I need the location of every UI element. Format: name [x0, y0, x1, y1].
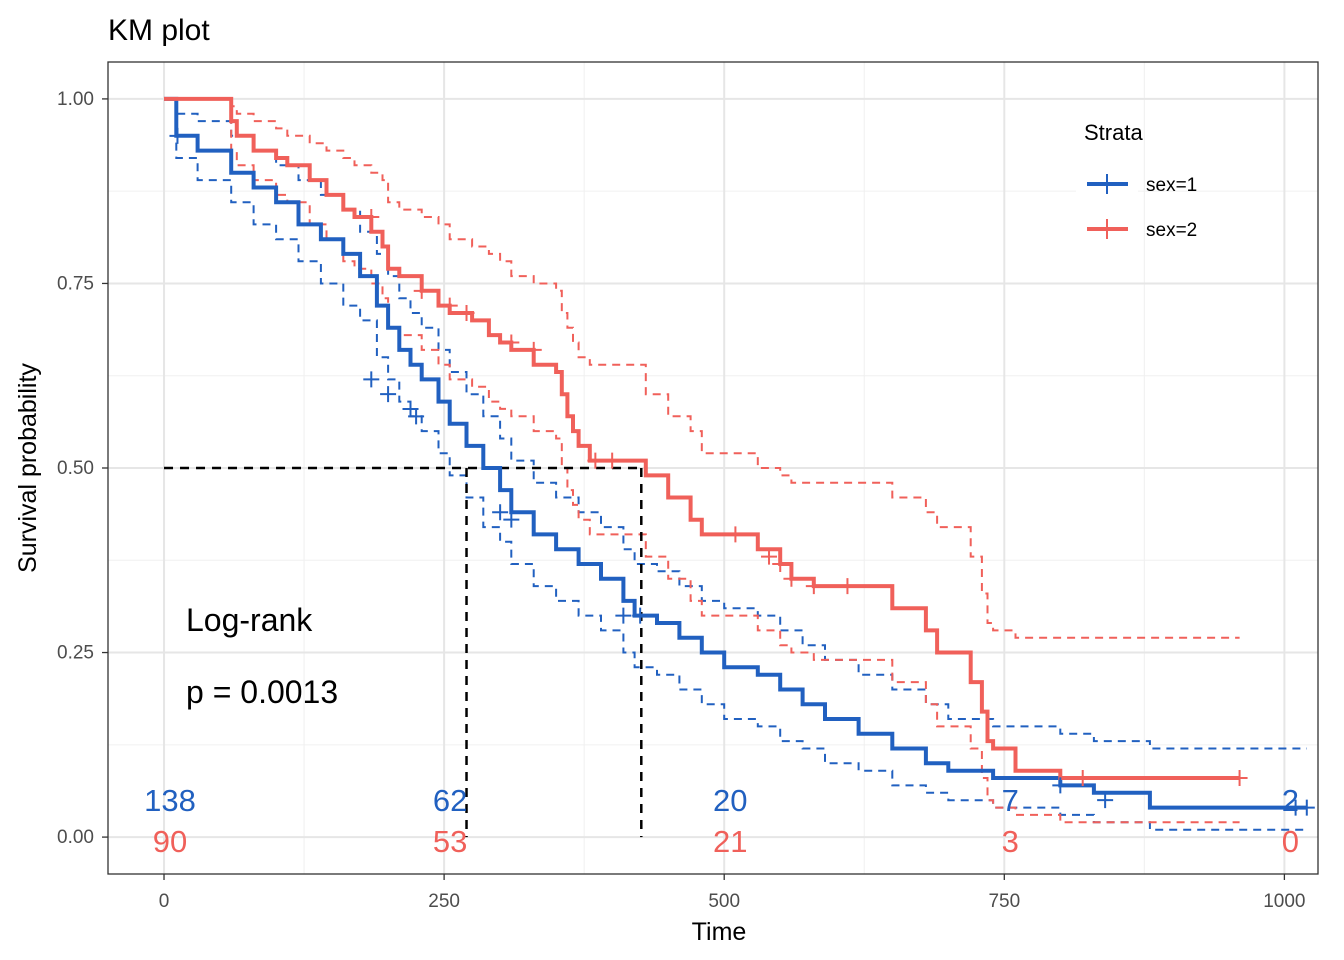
legend-label: sex=1 — [1146, 175, 1197, 196]
risk-count: 138 — [144, 783, 196, 818]
ci-lower-sex-1 — [164, 97, 1307, 831]
ci-upper-sex-1 — [164, 97, 1307, 750]
y-tick-label: 0.25 — [57, 643, 94, 664]
censor-mark-sex-1 — [632, 607, 649, 624]
legend-title: Strata — [1084, 120, 1143, 145]
risk-count: 21 — [713, 824, 747, 859]
censor-mark-sex-1 — [1097, 792, 1114, 809]
risk-numbers: 138 62 20 7 2 90 53 21 3 0 — [144, 783, 1299, 859]
censor-mark-sex-1 — [1298, 799, 1315, 816]
ci-upper-sex-2 — [164, 97, 1240, 639]
risk-count: 3 — [1002, 824, 1019, 859]
censor-mark-sex-2 — [1231, 770, 1248, 787]
legend: Strata sex=1 sex=2 — [1076, 120, 1197, 249]
y-tick-label: 1.00 — [57, 89, 94, 110]
censor-mark-sex-1 — [615, 607, 632, 624]
x-tick-label: 0 — [159, 891, 170, 912]
censor-mark-sex-2 — [503, 334, 520, 351]
censor-mark-sex-1 — [169, 127, 186, 144]
censor-mark-sex-2 — [772, 555, 789, 572]
censor-mark-sex-1 — [503, 511, 520, 528]
risk-count: 2 — [1282, 783, 1299, 818]
legend-label: sex=2 — [1146, 220, 1197, 241]
confidence-bands — [164, 97, 1307, 831]
y-tick-label: 0.50 — [57, 458, 94, 479]
grid-lines — [108, 62, 1318, 874]
risk-count: 20 — [713, 783, 747, 818]
censor-mark-sex-2 — [604, 452, 621, 469]
legend-items: sex=1 sex=2 — [1076, 164, 1197, 249]
censor-mark-sex-1 — [380, 386, 397, 403]
risk-count: 53 — [433, 824, 467, 859]
censor-mark-sex-1 — [1052, 777, 1069, 794]
censor-mark-sex-2 — [1074, 770, 1091, 787]
chart-title: KM plot — [108, 14, 210, 47]
censor-mark-sex-2 — [783, 570, 800, 587]
censor-mark-sex-2 — [525, 341, 542, 358]
x-tick-label: 500 — [708, 891, 740, 912]
censor-mark-sex-1 — [363, 371, 380, 388]
censor-mark-sex-2 — [805, 578, 822, 595]
median-lines — [164, 466, 643, 838]
ci-lower-sex-2 — [164, 97, 1240, 824]
survival-curves — [164, 96, 1307, 810]
censor-mark-sex-2 — [839, 578, 856, 595]
censor-marks — [169, 127, 1315, 816]
x-axis-title: Time — [692, 918, 747, 946]
risk-count: 0 — [1282, 824, 1299, 859]
risk-count: 62 — [433, 783, 467, 818]
risk-count: 7 — [1002, 783, 1019, 818]
logrank-label: Log-rank — [186, 602, 313, 638]
censor-mark-sex-1 — [408, 408, 425, 425]
censor-mark-sex-2 — [458, 304, 475, 321]
x-tick-label: 250 — [428, 891, 460, 912]
y-axis-title: Survival probability — [14, 363, 42, 573]
censor-mark-sex-2 — [363, 209, 380, 226]
censor-mark-sex-2 — [587, 452, 604, 469]
survival-curve-sex-2 — [164, 96, 1240, 780]
x-tick-label: 750 — [988, 891, 1020, 912]
censor-mark-sex-2 — [727, 526, 744, 543]
censor-mark-sex-2 — [413, 282, 430, 299]
p-value-label: p = 0.0013 — [186, 674, 338, 710]
censor-mark-sex-2 — [761, 548, 778, 565]
censor-mark-sex-2 — [441, 297, 458, 314]
censor-mark-sex-1 — [492, 504, 509, 521]
y-tick-label: 0.00 — [57, 827, 94, 848]
risk-count: 90 — [153, 824, 187, 859]
survival-curve-sex-1 — [164, 96, 1307, 810]
y-tick-label: 0.75 — [57, 273, 94, 294]
x-axis-ticks: 0 250 500 750 1000 — [159, 874, 1306, 912]
x-tick-label: 1000 — [1263, 891, 1305, 912]
y-axis-ticks: 0.00 0.25 0.50 0.75 1.00 — [57, 89, 108, 848]
